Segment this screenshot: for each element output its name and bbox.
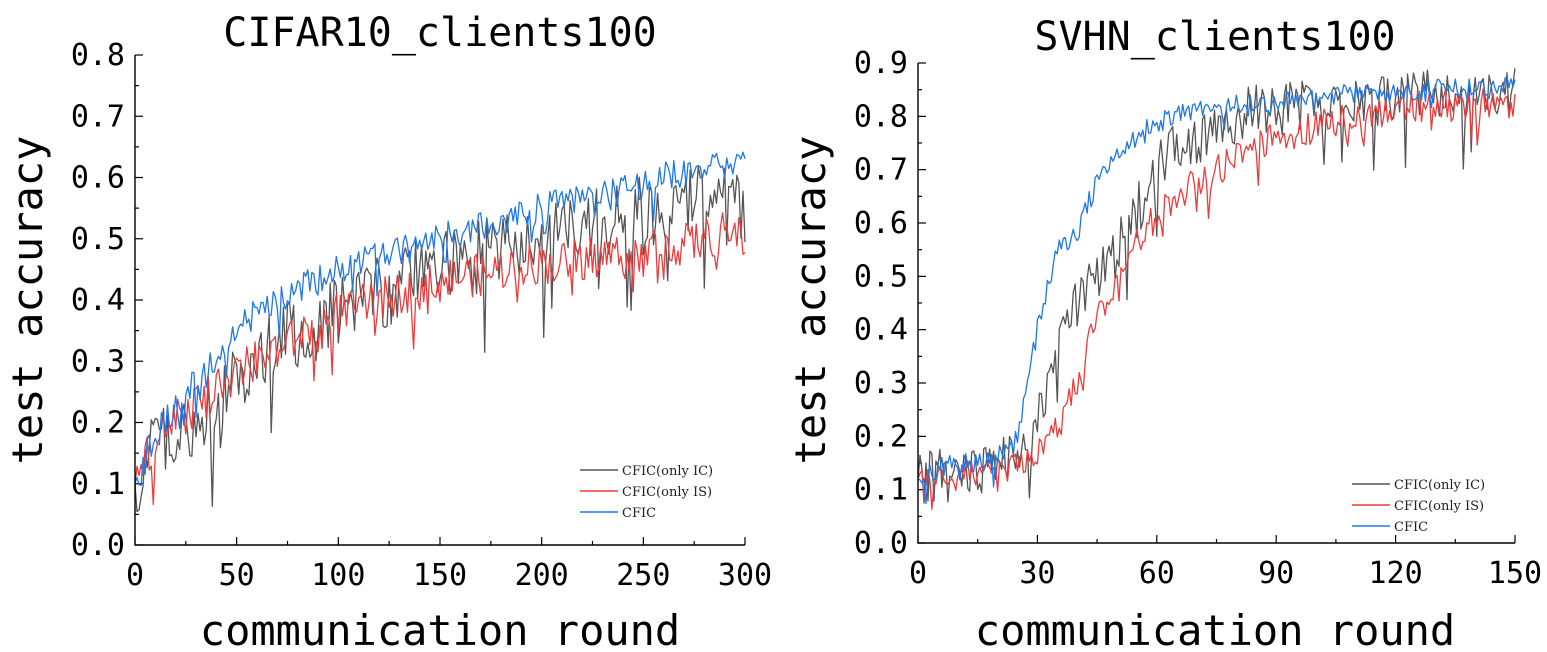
y-tick-label: 0.7 <box>71 99 125 134</box>
x-tick-label: 250 <box>616 558 670 593</box>
x-tick-label: 150 <box>1488 556 1542 591</box>
y-tick-label: 0.0 <box>854 526 908 561</box>
y-tick-label: 0.1 <box>854 473 908 508</box>
y-tick-label: 0.4 <box>854 313 908 348</box>
axis-frame <box>134 55 745 546</box>
x-tick-label: 120 <box>1369 556 1423 591</box>
series-group <box>134 151 746 513</box>
chart-cifar10: CIFAR10_clients100 communication round t… <box>3 10 772 652</box>
y-tick-label: 0.3 <box>854 366 908 401</box>
y-axis-label: test accuracy <box>786 136 835 465</box>
y-tick-label: 0.1 <box>71 467 125 502</box>
legend: CFIC(only IC) CFIC(only IS) CFIC <box>1352 478 1485 535</box>
series-line-cfic <box>134 151 746 487</box>
series-line-cfic <box>917 75 1516 505</box>
x-tick-label: 300 <box>718 558 772 593</box>
y-tick-label: 0.8 <box>71 38 125 73</box>
series-line-only-is <box>917 88 1516 510</box>
chart-svhn: SVHN_clients100 communication round test… <box>786 14 1542 652</box>
axis-frame <box>917 63 1515 544</box>
tick-group: 0.0 0.1 0.2 0.3 0.4 0.5 0.6 0.7 0.8 0.9 0 30 60 90 120… <box>854 46 1542 591</box>
x-tick-label: 30 <box>1019 556 1055 591</box>
legend-label-only-is: CFIC(only IS) <box>1394 499 1484 514</box>
y-tick-label: 0.2 <box>854 419 908 454</box>
y-tick-label: 0.5 <box>71 222 125 257</box>
x-tick-label: 100 <box>311 558 365 593</box>
chart-title: CIFAR10_clients100 <box>223 10 656 56</box>
x-tick-label: 150 <box>413 558 467 593</box>
legend-label-only-ic: CFIC(only IC) <box>622 464 713 479</box>
series-line-only-is <box>134 212 746 506</box>
legend-label-only-is: CFIC(only IS) <box>622 485 712 500</box>
series-group <box>917 68 1516 510</box>
x-tick-label: 0 <box>126 558 144 593</box>
x-tick-label: 0 <box>909 556 927 591</box>
x-tick-label: 60 <box>1139 556 1175 591</box>
x-tick-label: 200 <box>515 558 569 593</box>
y-tick-label: 0.7 <box>854 153 908 188</box>
legend: CFIC(only IC) CFIC(only IS) CFIC <box>580 464 713 521</box>
y-tick-label: 0.9 <box>854 46 908 81</box>
legend-label-only-ic: CFIC(only IC) <box>1394 478 1485 493</box>
x-tick-label: 50 <box>219 558 255 593</box>
y-tick-label: 0.6 <box>71 161 125 196</box>
legend-label-cfic: CFIC <box>622 506 656 521</box>
x-tick-label: 90 <box>1258 556 1294 591</box>
y-tick-label: 0.0 <box>71 528 125 563</box>
y-tick-label: 0.2 <box>71 406 125 441</box>
y-tick-label: 0.8 <box>854 99 908 134</box>
y-axis-label: test accuracy <box>3 136 52 465</box>
y-tick-label: 0.4 <box>71 283 125 318</box>
tick-group: 0.0 0.1 0.2 0.3 0.4 0.5 0.6 0.7 0.8 0 50 100 150 200 2… <box>71 38 772 593</box>
x-axis-label: communication round <box>975 606 1455 652</box>
y-tick-label: 0.5 <box>854 259 908 294</box>
series-line-only-ic <box>917 68 1516 504</box>
y-tick-label: 0.3 <box>71 344 125 379</box>
x-axis-label: communication round <box>200 606 680 652</box>
series-line-only-ic <box>134 165 746 513</box>
chart-title: SVHN_clients100 <box>1034 14 1395 60</box>
legend-label-cfic: CFIC <box>1394 520 1428 535</box>
y-tick-label: 0.6 <box>854 206 908 241</box>
